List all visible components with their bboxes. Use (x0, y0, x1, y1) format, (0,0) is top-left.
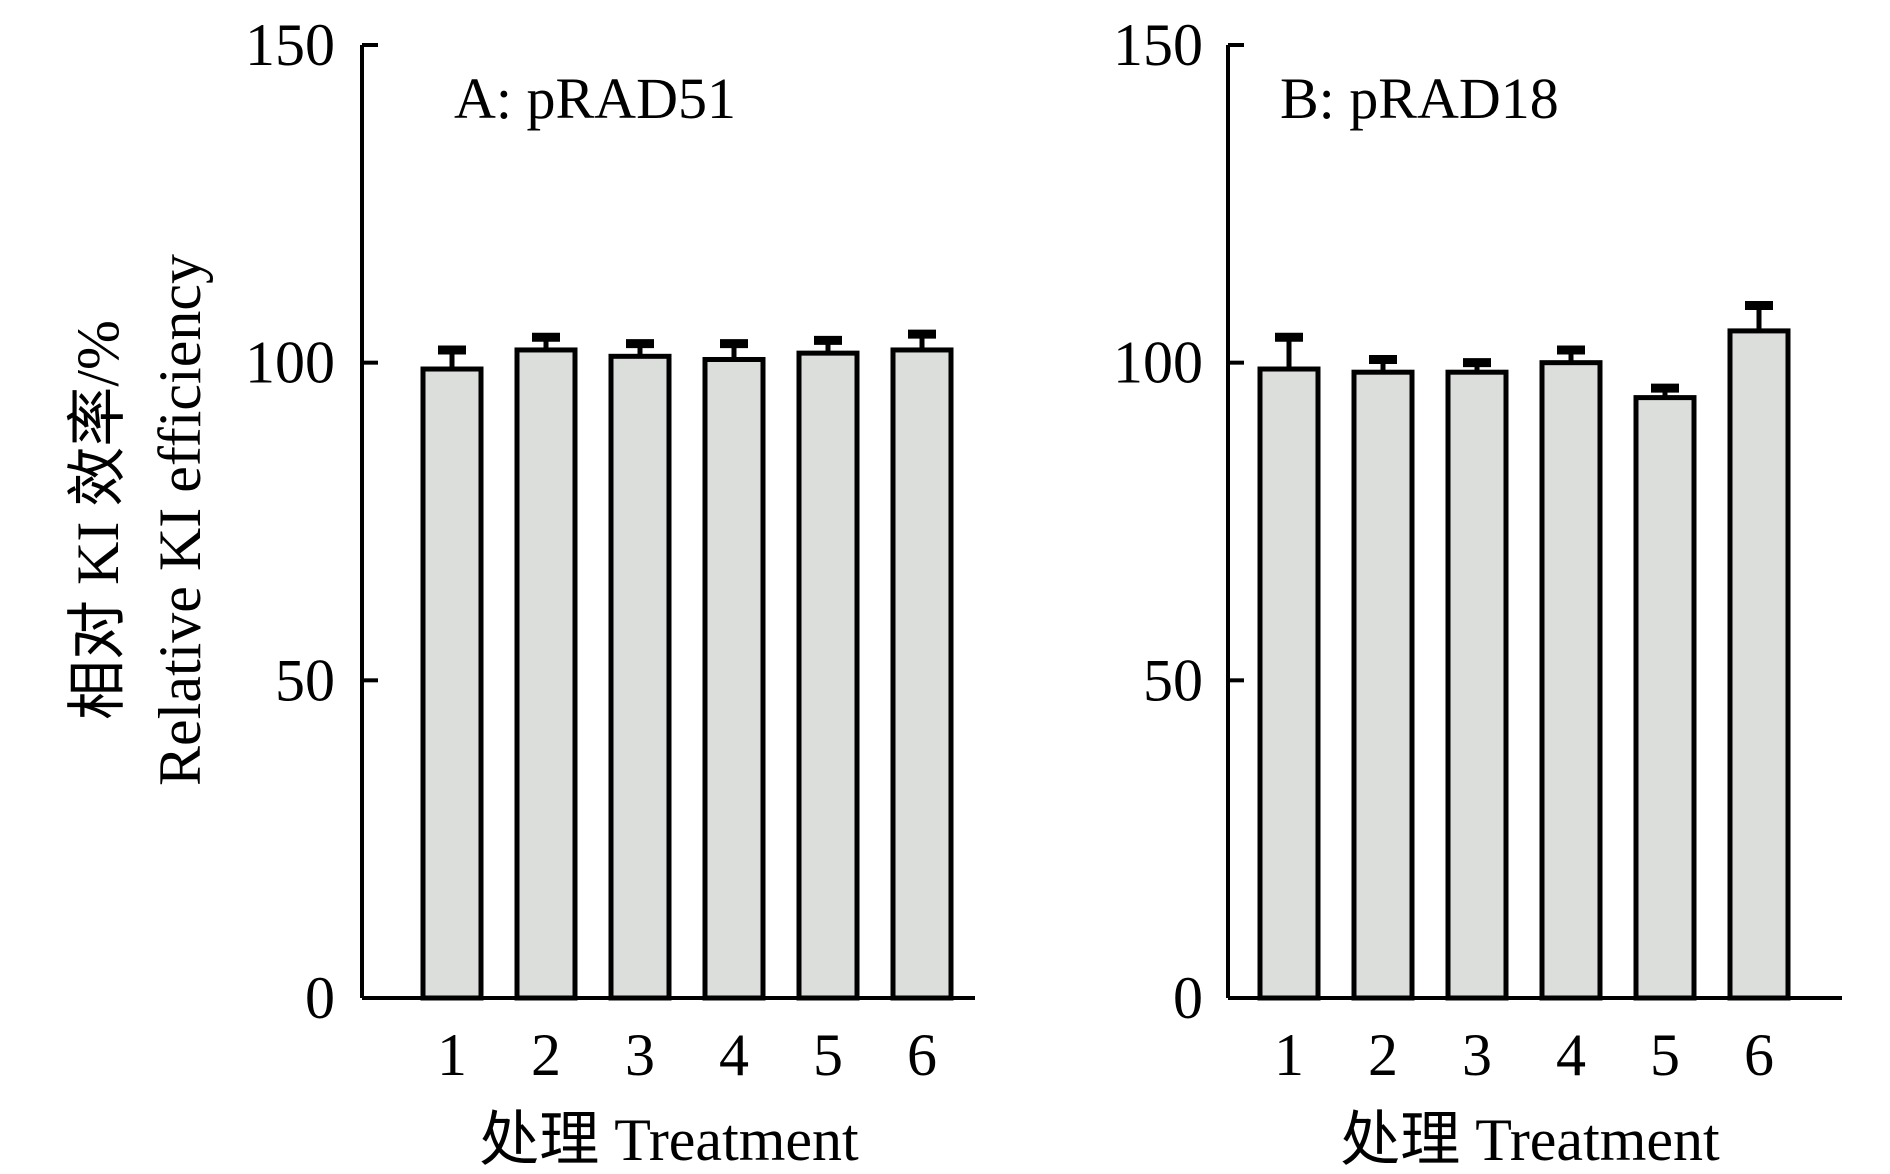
panel-a-category-label: 1 (437, 1022, 467, 1088)
panel-a-bar (514, 347, 578, 1001)
panel-b-title: B: pRAD18 (1280, 66, 1559, 131)
panel-b-bar (1351, 369, 1415, 1001)
y-axis-title-line-2: Relative KI efficiency (147, 254, 213, 786)
panel-a-category-label: 4 (719, 1022, 749, 1088)
panel-b-category-label: 2 (1368, 1022, 1398, 1088)
panel-b-x-axis-title: 处理 Treatment (1340, 1107, 1720, 1173)
panel-a-bar (890, 347, 954, 1001)
panel-b-bar (1445, 369, 1509, 1001)
panel-a-y-tick-label: 150 (245, 12, 335, 78)
panel-a-title: A: pRAD51 (454, 66, 736, 131)
panel-a-bar (796, 350, 860, 1001)
y-axis-title-line-1: 相对 KI 效率/% (65, 320, 131, 720)
panel-b-y-tick-label: 0 (1173, 965, 1203, 1031)
panel-a-y-tick-label: 100 (245, 330, 335, 396)
panel-b-bar (1539, 360, 1603, 1001)
panel-b-y-tick-label: 100 (1113, 330, 1203, 396)
panel-b-bar (1257, 366, 1321, 1001)
panel-b-category-label: 5 (1650, 1022, 1680, 1088)
panel-b-category-label: 3 (1462, 1022, 1492, 1088)
panel-b-bar (1633, 395, 1697, 1001)
panel-a-bar (608, 353, 672, 1001)
panel-b-bar (1727, 328, 1791, 1001)
panel-a-bar (420, 366, 484, 1001)
panel-a: A: pRAD51 处理 Treatment 0 50 100 150 1 2 3 4 5 6 (245, 12, 975, 1173)
y-axis-title: 相对 KI 效率/% Relative KI efficiency (65, 254, 213, 786)
panel-a-category-label: 3 (625, 1022, 655, 1088)
panel-a-category-label: 5 (813, 1022, 843, 1088)
panel-a-category-label: 2 (531, 1022, 561, 1088)
panel-b-y-tick-label: 150 (1113, 12, 1203, 78)
panel-b-category-label: 6 (1744, 1022, 1774, 1088)
panel-b-category-label: 4 (1556, 1022, 1586, 1088)
panel-b: B: pRAD18 处理 Treatment 0 50 100 150 1 2 3 4 5 6 (1113, 12, 1842, 1173)
panel-a-y-tick-label: 50 (275, 647, 335, 713)
panel-a-x-axis-title: 处理 Treatment (479, 1107, 859, 1173)
panel-a-bar (702, 356, 766, 1001)
panel-b-category-label: 1 (1274, 1022, 1304, 1088)
panel-a-category-label: 6 (907, 1022, 937, 1088)
panel-b-y-tick-label: 50 (1143, 647, 1203, 713)
panel-a-y-tick-label: 0 (305, 965, 335, 1031)
